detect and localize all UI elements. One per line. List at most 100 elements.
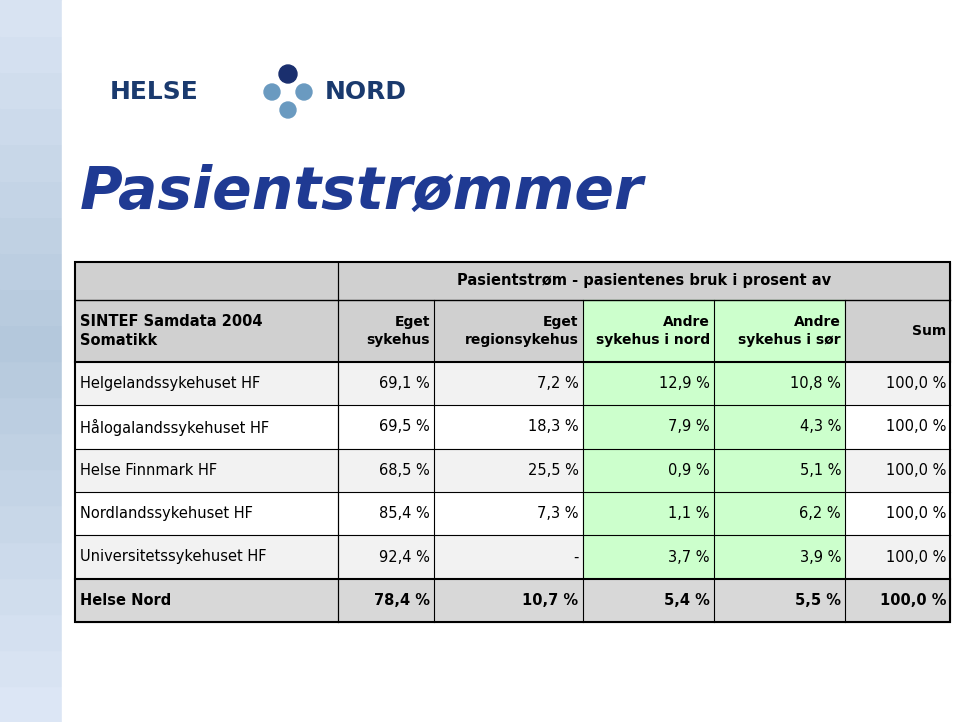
Bar <box>0 217 62 253</box>
Text: 69,1 %: 69,1 % <box>379 376 430 391</box>
Bar <box>0 650 62 686</box>
Bar <box>75 405 338 448</box>
Bar <box>583 578 713 622</box>
Bar <box>0 144 62 180</box>
Text: 3,9 %: 3,9 % <box>800 549 841 565</box>
Bar <box>845 448 950 492</box>
Bar <box>75 362 338 405</box>
Bar <box>434 492 583 535</box>
Bar <box>845 300 950 362</box>
Bar <box>583 300 713 362</box>
Text: 25,5 %: 25,5 % <box>528 463 579 478</box>
Circle shape <box>264 84 280 100</box>
Text: 7,3 %: 7,3 % <box>537 506 579 521</box>
Bar <box>713 448 845 492</box>
Text: 7,2 %: 7,2 % <box>537 376 579 391</box>
Text: Pasientstrømmer: Pasientstrømmer <box>80 163 644 220</box>
Bar <box>75 492 338 535</box>
Bar <box>75 300 338 362</box>
Text: Nordlandssykehuset HF: Nordlandssykehuset HF <box>80 506 252 521</box>
Text: Sum: Sum <box>912 324 946 338</box>
Bar <box>583 492 713 535</box>
Text: 10,7 %: 10,7 % <box>522 593 579 608</box>
Bar <box>0 361 62 397</box>
Text: 85,4 %: 85,4 % <box>379 506 430 521</box>
Bar <box>0 505 62 542</box>
Bar <box>434 578 583 622</box>
Bar <box>713 578 845 622</box>
Text: 100,0 %: 100,0 % <box>886 376 946 391</box>
Bar <box>0 0 62 36</box>
Bar <box>713 362 845 405</box>
Bar <box>434 448 583 492</box>
Text: 12,9 %: 12,9 % <box>659 376 709 391</box>
Bar <box>0 614 62 650</box>
Text: Helgelandssykehuset HF: Helgelandssykehuset HF <box>80 376 260 391</box>
Text: 0,9 %: 0,9 % <box>668 463 709 478</box>
Bar <box>0 253 62 289</box>
Circle shape <box>279 65 297 83</box>
Bar <box>583 405 713 448</box>
Bar <box>0 325 62 361</box>
Text: Andre
sykehus i sør: Andre sykehus i sør <box>738 316 841 347</box>
Bar <box>0 108 62 144</box>
Bar <box>0 72 62 108</box>
Text: Eget
regionsykehus: Eget regionsykehus <box>465 316 579 347</box>
Text: 5,4 %: 5,4 % <box>664 593 709 608</box>
Bar <box>583 362 713 405</box>
Circle shape <box>280 102 296 118</box>
Text: 100,0 %: 100,0 % <box>886 419 946 435</box>
Bar <box>75 262 338 300</box>
Text: 100,0 %: 100,0 % <box>886 506 946 521</box>
Bar <box>0 433 62 469</box>
Bar <box>713 405 845 448</box>
Text: 3,7 %: 3,7 % <box>668 549 709 565</box>
Bar <box>434 535 583 578</box>
Bar <box>0 36 62 72</box>
Bar <box>338 405 434 448</box>
Bar <box>434 300 583 362</box>
Text: 6,2 %: 6,2 % <box>800 506 841 521</box>
Text: 92,4 %: 92,4 % <box>379 549 430 565</box>
Bar <box>0 180 62 217</box>
Text: 4,3 %: 4,3 % <box>800 419 841 435</box>
Circle shape <box>296 84 312 100</box>
Bar <box>845 535 950 578</box>
Text: Universitetssykehuset HF: Universitetssykehuset HF <box>80 549 267 565</box>
Bar <box>338 448 434 492</box>
Bar <box>338 578 434 622</box>
Bar <box>75 448 338 492</box>
Bar <box>583 448 713 492</box>
Bar <box>338 262 950 300</box>
Text: 78,4 %: 78,4 % <box>373 593 430 608</box>
Bar <box>845 362 950 405</box>
Bar <box>0 578 62 614</box>
Bar <box>0 686 62 722</box>
Bar <box>0 469 62 505</box>
Bar <box>845 578 950 622</box>
Text: SINTEF Samdata 2004
Somatikk: SINTEF Samdata 2004 Somatikk <box>80 314 262 348</box>
Bar <box>75 262 950 622</box>
Text: 69,5 %: 69,5 % <box>379 419 430 435</box>
Text: Eget
sykehus: Eget sykehus <box>367 316 430 347</box>
Text: Helse Nord: Helse Nord <box>80 593 171 608</box>
Bar <box>0 289 62 325</box>
Text: Pasientstrøm - pasientenes bruk i prosent av: Pasientstrøm - pasientenes bruk i prosen… <box>457 274 830 289</box>
Bar <box>434 405 583 448</box>
Bar <box>338 300 434 362</box>
Text: 68,5 %: 68,5 % <box>379 463 430 478</box>
Text: -: - <box>573 549 579 565</box>
Text: 7,9 %: 7,9 % <box>668 419 709 435</box>
Bar <box>713 535 845 578</box>
Bar <box>713 300 845 362</box>
Text: 100,0 %: 100,0 % <box>886 549 946 565</box>
Text: 1,1 %: 1,1 % <box>668 506 709 521</box>
Bar <box>434 362 583 405</box>
Text: 10,8 %: 10,8 % <box>790 376 841 391</box>
Bar <box>338 362 434 405</box>
Text: Hålogalandssykehuset HF: Hålogalandssykehuset HF <box>80 419 269 435</box>
Text: Helse Finnmark HF: Helse Finnmark HF <box>80 463 217 478</box>
Bar <box>338 535 434 578</box>
Text: Andre
sykehus i nord: Andre sykehus i nord <box>595 316 709 347</box>
Bar <box>845 492 950 535</box>
